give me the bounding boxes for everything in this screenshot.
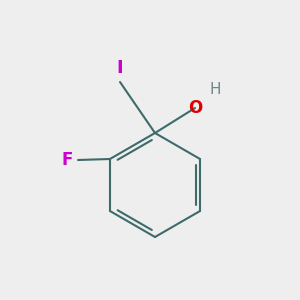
Text: H: H	[209, 82, 221, 98]
Text: O: O	[188, 99, 202, 117]
Text: F: F	[61, 151, 73, 169]
Text: I: I	[117, 59, 123, 77]
